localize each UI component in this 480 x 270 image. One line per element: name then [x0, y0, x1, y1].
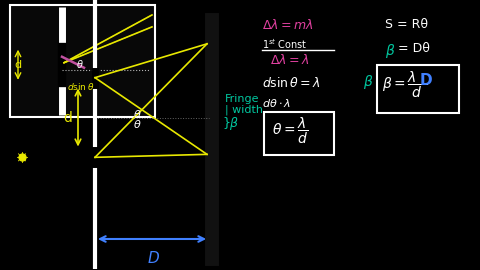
Text: $\theta = \dfrac{\lambda}{d}$: $\theta = \dfrac{\lambda}{d}$ — [272, 116, 308, 146]
Text: $d\sin\theta = \lambda$: $d\sin\theta = \lambda$ — [262, 76, 321, 90]
Bar — [207, 35, 218, 53]
Text: d: d — [63, 110, 72, 124]
Bar — [207, 75, 218, 93]
Text: $1^{st}$ Const: $1^{st}$ Const — [262, 37, 308, 51]
Text: $\beta = \dfrac{\lambda\ \ }{d}$: $\beta = \dfrac{\lambda\ \ }{d}$ — [382, 70, 427, 100]
Text: $\beta$: $\beta$ — [385, 42, 396, 60]
Text: D: D — [148, 251, 159, 266]
Text: S = Rθ: S = Rθ — [385, 18, 428, 31]
Bar — [10, 5, 155, 117]
Bar — [207, 114, 218, 133]
Text: $\} \beta$: $\} \beta$ — [222, 116, 240, 133]
Bar — [207, 194, 218, 212]
Text: $\theta$: $\theta$ — [76, 58, 84, 70]
Text: $\theta$: $\theta$ — [133, 119, 142, 130]
Text: $\Delta\lambda = m\lambda$: $\Delta\lambda = m\lambda$ — [262, 18, 313, 32]
Text: $\Delta\lambda = \lambda$: $\Delta\lambda = \lambda$ — [270, 53, 310, 67]
Text: | width: | width — [225, 104, 263, 115]
Text: D: D — [420, 73, 432, 88]
Text: $d\theta \cdot \lambda$: $d\theta \cdot \lambda$ — [262, 97, 291, 109]
Bar — [207, 154, 218, 172]
Text: d: d — [14, 60, 21, 70]
Bar — [377, 65, 459, 113]
Text: $\beta$: $\beta$ — [363, 73, 373, 91]
Bar — [207, 234, 218, 252]
Text: = Dθ: = Dθ — [398, 42, 430, 55]
Bar — [264, 112, 334, 155]
Text: $d\sin\theta$: $d\sin\theta$ — [67, 81, 95, 92]
Text: Fringe: Fringe — [225, 94, 260, 104]
Text: $\theta$: $\theta$ — [133, 107, 142, 120]
